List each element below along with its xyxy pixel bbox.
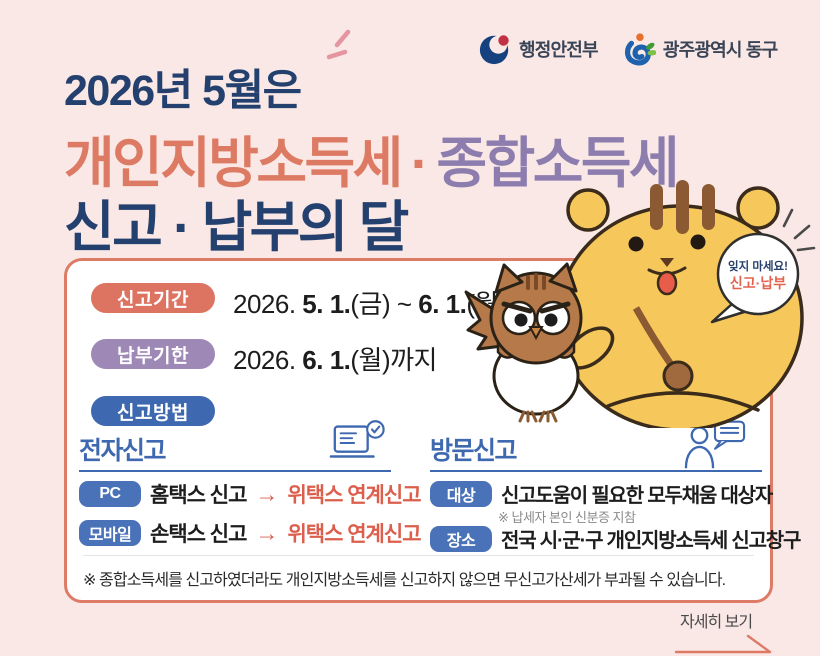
mobile-method-row: 모바일 손택스 신고 → 위택스 연계신고 [79, 518, 422, 548]
title-accent-icon [326, 29, 351, 60]
pc-method-name: 홈택스 신고 [150, 484, 247, 507]
place-row: 장소 전국 시·군·구 개인지방소득세 신고창구 [430, 524, 801, 553]
info-panel: 신고기간 2026. 5. 1.(금) ~ 6. 1.(월) 납부기한 2026… [64, 258, 801, 603]
method-badge: 신고방법 [91, 396, 215, 426]
bubble-line2: 신고·납부 [730, 275, 786, 291]
mois-logo: 행정안전부 [478, 32, 599, 66]
bubble-line1: 잊지 마세요! [728, 259, 788, 273]
place-text: 전국 시·군·구 개인지방소득세 신고창구 [501, 530, 801, 552]
donggu-logo-label: 광주광역시 동구 [662, 40, 778, 60]
laptop-check-icon [329, 420, 385, 458]
electronic-heading: 전자신고 [79, 437, 167, 465]
period-end-date: 6. 1. [418, 289, 467, 319]
panel-divider [83, 555, 754, 556]
sparkle-decoration-icon [782, 208, 816, 252]
deadline-suf: (월)까지 [350, 345, 437, 375]
pc-badge: PC [79, 481, 141, 507]
visit-underline [430, 470, 762, 472]
pc-method-row: PC 홈택스 신고 → 위택스 연계신고 [79, 479, 422, 509]
mobile-badge: 모바일 [79, 520, 141, 546]
arrow-underline-icon [674, 634, 772, 654]
payment-deadline-badge: 납부기한 [91, 339, 215, 369]
arrow-right-icon: → [255, 519, 279, 546]
header-logos: 행정안전부 광주광역시 동구 [478, 32, 778, 66]
title-line2: 개인지방소득세 · 종합소득세 [64, 118, 680, 198]
target-note: ※ 납세자 본인 신분증 지참 [498, 510, 636, 525]
footnote: ※ 종합소득세를 신고하였더라도 개인지방소득세를 신고하지 않으면 무신고가산… [83, 572, 726, 589]
speech-bubble: 잊지 마세요! 신고·납부 [710, 208, 816, 324]
title-dot: · [410, 132, 429, 194]
place-badge: 장소 [430, 525, 492, 552]
title-tax2: 종합소득세 [436, 132, 680, 194]
more-link[interactable]: 자세히 보기 [674, 608, 774, 655]
owl-mascot [464, 262, 583, 423]
electronic-underline [79, 470, 391, 472]
target-badge: 대상 [430, 480, 492, 507]
arrow-right-icon: → [255, 480, 279, 507]
deadline-date: 6. 1. [302, 345, 351, 375]
payment-deadline-value: 2026. 6. 1.(월)까지 [233, 340, 437, 377]
title-tax1: 개인지방소득세 [64, 132, 403, 194]
donggu-logo: 광주광역시 동구 [622, 32, 778, 66]
title-line3: 신고 · 납부의 달 [64, 196, 409, 258]
period-start-date: 5. 1. [302, 289, 351, 319]
more-link-label: 자세히 보기 [680, 614, 753, 631]
mascots-illustration: 잊지 마세요! 신고·납부 [464, 180, 816, 428]
report-period-badge: 신고기간 [91, 283, 215, 313]
target-text: 신고도움이 필요한 모두채움 대상자 [501, 485, 773, 507]
period-pre: 2026. [233, 289, 303, 319]
target-row: 대상 신고도움이 필요한 모두채움 대상자 [430, 479, 773, 508]
mobile-method-name: 손택스 신고 [150, 523, 247, 546]
mois-logo-icon [479, 35, 509, 65]
visitor-icon [684, 420, 746, 469]
pc-method-result: 위택스 연계신고 [287, 484, 421, 507]
mois-logo-label: 행정안전부 [519, 40, 599, 60]
deadline-pre: 2026. [233, 345, 303, 375]
period-mid: (금) ~ [350, 289, 419, 319]
visit-heading: 방문신고 [430, 437, 518, 465]
mobile-method-result: 위택스 연계신고 [287, 523, 421, 546]
title-line1: 2026년 5월은 [64, 67, 302, 115]
donggu-logo-icon [624, 33, 656, 66]
